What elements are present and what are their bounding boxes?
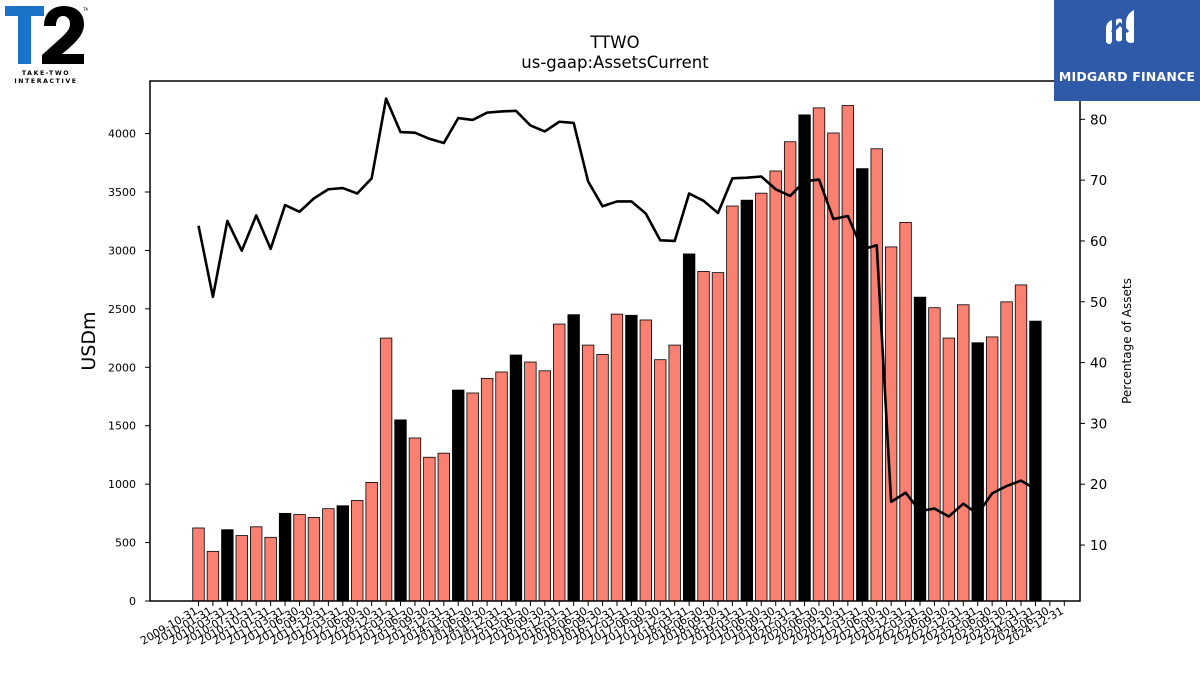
bar bbox=[856, 168, 869, 602]
bar bbox=[336, 505, 349, 602]
t2-logo-icon: TM bbox=[5, 6, 89, 64]
bar bbox=[437, 452, 450, 602]
bar bbox=[250, 526, 263, 602]
bar bbox=[769, 170, 782, 602]
bar bbox=[293, 514, 306, 602]
y2-axis-label: Percentage of Assets bbox=[1120, 278, 1134, 404]
plot-frame bbox=[149, 80, 1081, 602]
bar bbox=[567, 314, 580, 602]
bar bbox=[682, 253, 696, 602]
bar bbox=[971, 342, 984, 602]
bar bbox=[495, 371, 508, 602]
line-path bbox=[197, 97, 1037, 518]
y2-tick-label: 70 bbox=[1090, 173, 1107, 189]
bar bbox=[783, 141, 797, 602]
y-tick-label: 1500 bbox=[108, 420, 136, 433]
chart-subtitle: us-gaap:AssetsCurrent bbox=[521, 53, 709, 72]
bar bbox=[206, 550, 220, 602]
y2-tick-label: 20 bbox=[1090, 477, 1107, 493]
bar bbox=[870, 148, 883, 602]
y2-tick-label: 50 bbox=[1090, 295, 1107, 311]
y-tick-label: 1000 bbox=[108, 478, 136, 491]
y-axis-label: USDm bbox=[78, 311, 100, 370]
svg-text:TM: TM bbox=[82, 7, 88, 12]
bar bbox=[221, 529, 234, 602]
y-tick-label: 2500 bbox=[108, 303, 136, 316]
bar bbox=[307, 517, 321, 602]
y2-tick-label: 30 bbox=[1090, 416, 1107, 432]
bar bbox=[740, 199, 754, 602]
midgard-finance-logo: MIDGARD FINANCE bbox=[1054, 0, 1200, 101]
bar bbox=[913, 296, 927, 602]
bar bbox=[379, 337, 393, 602]
bar bbox=[480, 377, 494, 602]
bar bbox=[711, 272, 725, 602]
bar bbox=[985, 336, 999, 602]
bar bbox=[278, 512, 292, 602]
line-series bbox=[197, 97, 1037, 518]
bar bbox=[668, 344, 681, 602]
y-tick-label: 3000 bbox=[108, 244, 136, 257]
bar bbox=[755, 192, 768, 602]
bar bbox=[264, 536, 277, 602]
bar bbox=[581, 344, 595, 602]
bar bbox=[841, 105, 855, 602]
y-tick-label: 0 bbox=[129, 595, 136, 608]
bar bbox=[596, 354, 609, 602]
take-two-logo: TM TAKE-TWO INTERACTIVE bbox=[4, 4, 90, 86]
bar bbox=[351, 500, 364, 602]
bar bbox=[553, 323, 566, 602]
bar bbox=[827, 132, 840, 602]
bar bbox=[1014, 284, 1028, 602]
bar bbox=[957, 304, 970, 602]
y-tick-label: 4000 bbox=[108, 128, 136, 141]
bar bbox=[928, 307, 941, 602]
bar bbox=[654, 359, 667, 602]
y-axis-left: 0 500 1000 1500 2000 2500 3000 3500 4000 bbox=[108, 128, 150, 608]
bar bbox=[394, 419, 407, 602]
y2-tick-label: 80 bbox=[1090, 112, 1107, 128]
y-tick-label: 2000 bbox=[108, 361, 136, 374]
bar bbox=[466, 392, 479, 602]
bar bbox=[639, 319, 652, 602]
bar bbox=[524, 361, 537, 602]
bar bbox=[538, 370, 551, 602]
y2-tick-label: 60 bbox=[1090, 234, 1107, 250]
take-two-tagline: TAKE-TWO INTERACTIVE bbox=[14, 70, 78, 85]
bar bbox=[509, 354, 523, 602]
bar bbox=[408, 437, 422, 602]
bar bbox=[899, 221, 912, 602]
y2-tick-label: 40 bbox=[1090, 356, 1107, 372]
bar bbox=[625, 314, 638, 602]
bar bbox=[726, 205, 739, 602]
midgard-finance-wordmark: MIDGARD FINANCE bbox=[1058, 69, 1196, 84]
y2-tick-label: 10 bbox=[1090, 538, 1107, 554]
bar-series bbox=[192, 105, 1042, 602]
midgard-m-icon bbox=[1106, 10, 1134, 45]
bar bbox=[1029, 320, 1042, 602]
y-tick-label: 500 bbox=[115, 537, 136, 550]
bar bbox=[1000, 301, 1013, 602]
bar bbox=[322, 508, 335, 602]
y-tick-label: 3500 bbox=[108, 186, 136, 199]
bar bbox=[365, 481, 378, 602]
y-axis-right: 10 20 30 40 50 60 70 80 bbox=[1080, 112, 1107, 554]
chart-title: TTWO bbox=[589, 33, 639, 52]
bar bbox=[697, 271, 710, 602]
bar bbox=[798, 114, 811, 602]
bar bbox=[235, 535, 248, 602]
bar bbox=[610, 313, 624, 602]
bar bbox=[452, 389, 465, 602]
bar bbox=[942, 337, 956, 602]
bar bbox=[423, 456, 436, 602]
bar bbox=[192, 527, 205, 602]
x-axis: 2009-10-312010-01-312010-03-312010-07-31… bbox=[138, 601, 1066, 648]
